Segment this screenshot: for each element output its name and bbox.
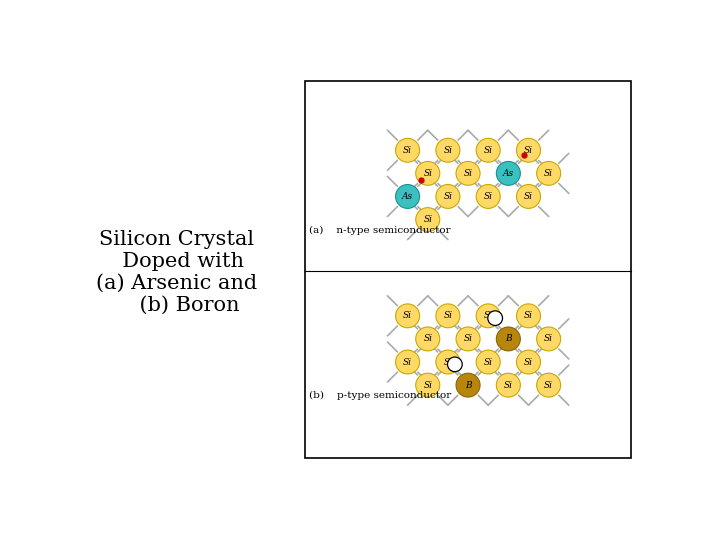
Text: Si: Si bbox=[464, 334, 472, 343]
Circle shape bbox=[436, 350, 460, 374]
Text: As: As bbox=[503, 169, 514, 178]
Circle shape bbox=[476, 350, 500, 374]
Text: (a)    n-type semiconductor: (a) n-type semiconductor bbox=[310, 225, 451, 234]
Circle shape bbox=[476, 138, 500, 162]
Text: Silicon Crystal
  Doped with
(a) Arsenic and
    (b) Boron: Silicon Crystal Doped with (a) Arsenic a… bbox=[96, 230, 257, 315]
Text: Si: Si bbox=[544, 334, 553, 343]
Circle shape bbox=[395, 185, 420, 208]
Circle shape bbox=[496, 327, 521, 351]
Text: Si: Si bbox=[524, 146, 533, 155]
Circle shape bbox=[395, 350, 420, 374]
Circle shape bbox=[395, 138, 420, 162]
Circle shape bbox=[476, 304, 500, 328]
Text: Si: Si bbox=[403, 357, 412, 367]
Text: Si: Si bbox=[423, 381, 432, 390]
Circle shape bbox=[415, 327, 440, 351]
Circle shape bbox=[415, 161, 440, 185]
Text: Si: Si bbox=[524, 192, 533, 201]
Text: Si: Si bbox=[423, 169, 432, 178]
Circle shape bbox=[476, 185, 500, 208]
Circle shape bbox=[488, 311, 503, 326]
Text: Si: Si bbox=[423, 334, 432, 343]
Circle shape bbox=[516, 304, 541, 328]
Text: (b)    p-type semiconductor: (b) p-type semiconductor bbox=[310, 391, 451, 400]
Circle shape bbox=[516, 138, 541, 162]
Circle shape bbox=[456, 373, 480, 397]
Text: As: As bbox=[402, 192, 413, 201]
Circle shape bbox=[456, 161, 480, 185]
Circle shape bbox=[415, 207, 440, 232]
Text: Si: Si bbox=[544, 169, 553, 178]
Text: Si: Si bbox=[464, 169, 472, 178]
Circle shape bbox=[496, 161, 521, 185]
Text: Si: Si bbox=[444, 192, 452, 201]
Circle shape bbox=[436, 304, 460, 328]
Text: Si: Si bbox=[484, 146, 492, 155]
Text: B: B bbox=[464, 381, 472, 390]
Text: Si: Si bbox=[403, 312, 412, 320]
Text: Si: Si bbox=[423, 215, 432, 224]
Circle shape bbox=[516, 185, 541, 208]
Circle shape bbox=[456, 327, 480, 351]
Circle shape bbox=[415, 373, 440, 397]
Text: Si: Si bbox=[524, 357, 533, 367]
Text: Si: Si bbox=[504, 381, 513, 390]
Circle shape bbox=[536, 327, 561, 351]
Circle shape bbox=[448, 357, 462, 372]
Circle shape bbox=[496, 373, 521, 397]
Text: Si: Si bbox=[444, 146, 452, 155]
Circle shape bbox=[395, 304, 420, 328]
Circle shape bbox=[536, 161, 561, 185]
FancyBboxPatch shape bbox=[305, 82, 631, 458]
Circle shape bbox=[436, 138, 460, 162]
Text: Si: Si bbox=[444, 312, 452, 320]
Text: Si: Si bbox=[484, 357, 492, 367]
Circle shape bbox=[536, 373, 561, 397]
Text: Si: Si bbox=[544, 381, 553, 390]
Text: Si: Si bbox=[403, 146, 412, 155]
Text: Si: Si bbox=[524, 312, 533, 320]
Text: Si: Si bbox=[484, 192, 492, 201]
Circle shape bbox=[436, 185, 460, 208]
Text: B: B bbox=[505, 334, 512, 343]
Circle shape bbox=[516, 350, 541, 374]
Text: Si: Si bbox=[444, 357, 452, 367]
Text: Si: Si bbox=[484, 312, 492, 320]
